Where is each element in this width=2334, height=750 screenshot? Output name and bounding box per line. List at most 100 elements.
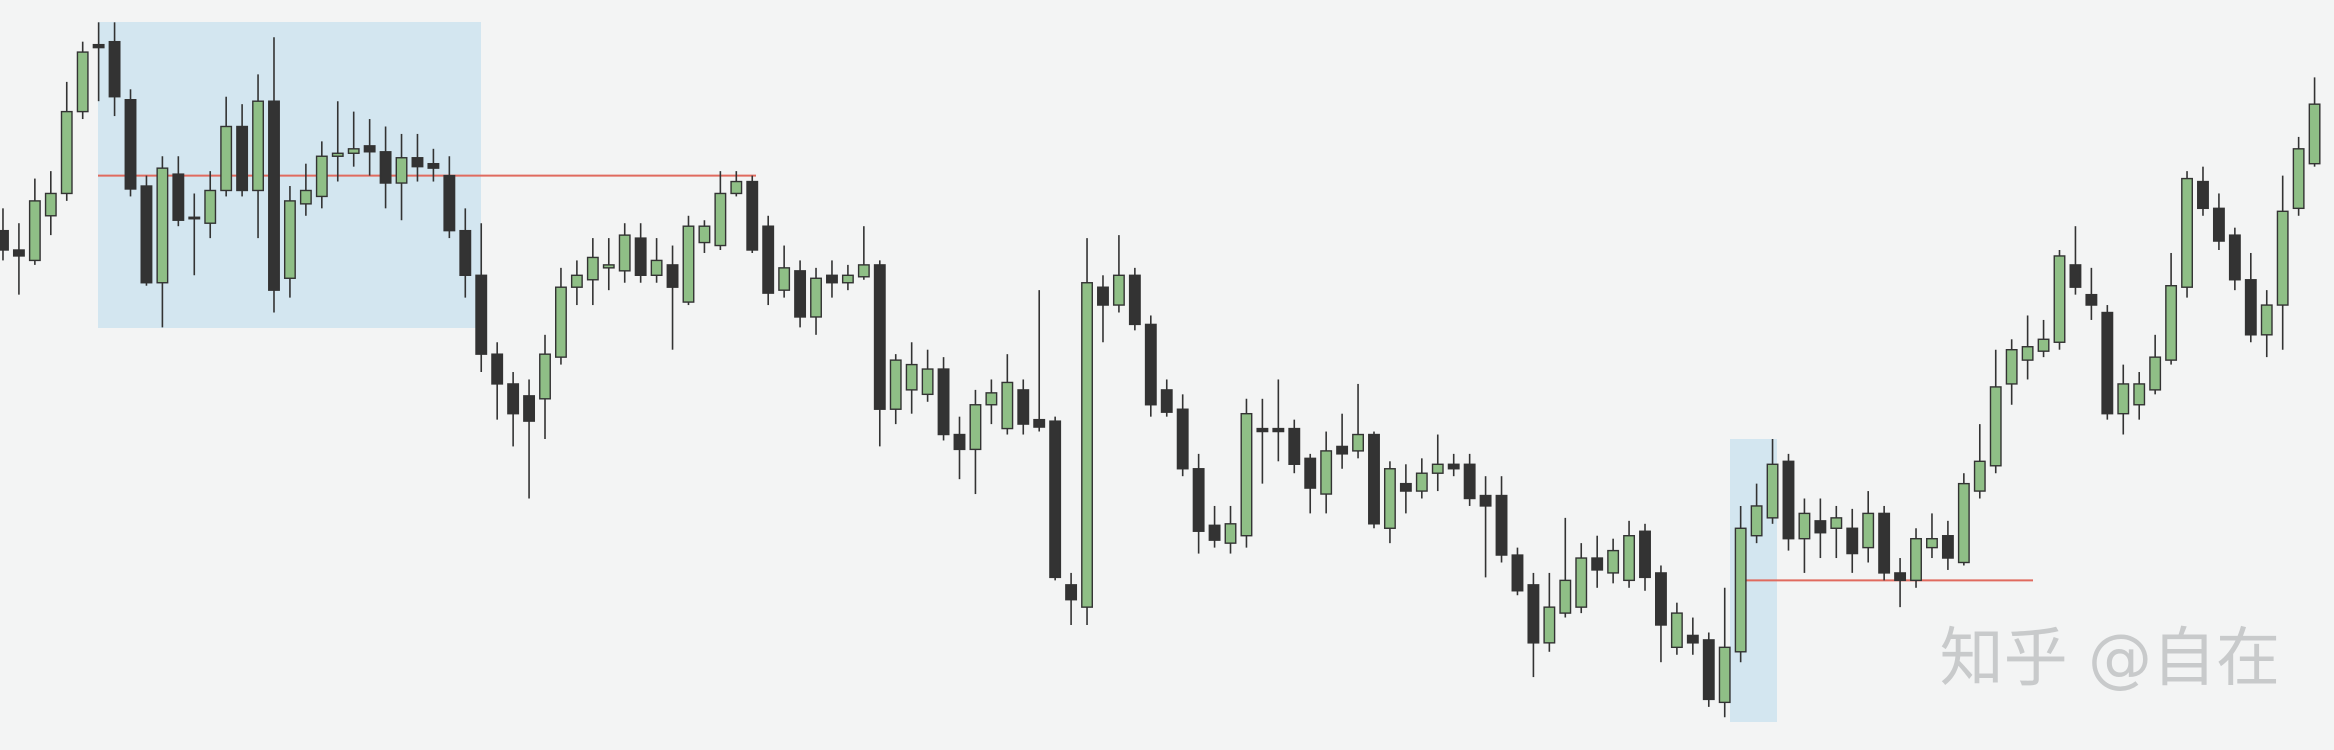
candle-body	[1304, 457, 1317, 489]
candle-body	[873, 264, 886, 410]
candle-body	[730, 180, 743, 195]
candle-body	[1862, 512, 1875, 549]
candle-body	[2149, 356, 2162, 391]
candle-body	[2292, 148, 2305, 210]
candle-body	[1431, 463, 1444, 474]
candle-body	[108, 40, 121, 98]
candle-body	[826, 274, 838, 284]
candle-body	[1160, 389, 1173, 413]
candle-body	[2181, 177, 2193, 288]
candle-body	[1352, 433, 1365, 452]
candle-body	[1670, 612, 1683, 649]
candle-body	[841, 274, 854, 284]
candle-body	[714, 192, 727, 247]
candle-body	[2197, 180, 2209, 210]
candle-body	[1639, 530, 1651, 579]
candle-body	[554, 286, 567, 358]
candle-body	[411, 157, 424, 168]
candle-body	[459, 229, 472, 276]
candle-body	[666, 264, 679, 288]
candle-body	[618, 234, 631, 272]
candle-body	[1176, 408, 1189, 470]
candle-body	[1256, 427, 1269, 433]
candle-body	[857, 264, 870, 278]
candle-body	[1750, 505, 1763, 537]
candle-body	[1495, 494, 1508, 556]
candle-body	[2021, 346, 2034, 361]
candle-body	[1511, 554, 1524, 592]
candle-body	[92, 43, 105, 49]
candle-body	[810, 277, 822, 318]
candle-body	[76, 51, 89, 113]
candle-body	[2276, 210, 2289, 306]
candle-body	[2133, 383, 2146, 406]
candle-body	[2165, 285, 2178, 361]
candle-body	[172, 173, 185, 221]
candle-body	[2037, 338, 2050, 352]
candle-body	[1878, 512, 1891, 574]
candle-body	[762, 225, 775, 294]
candle-body	[905, 363, 918, 391]
candle-body	[1081, 282, 1093, 608]
candle-body	[0, 229, 9, 251]
candle-body	[1910, 537, 1922, 582]
candle-body	[1782, 460, 1795, 540]
candle-body	[236, 125, 249, 192]
candle-body	[156, 167, 169, 284]
candle-body	[794, 270, 807, 318]
candle-body	[1447, 463, 1460, 470]
candle-body	[331, 152, 344, 157]
levels	[98, 174, 2033, 582]
candle-body	[2085, 293, 2098, 306]
candle-body	[953, 433, 966, 451]
candle-body	[2117, 383, 2130, 415]
candle-body	[1272, 427, 1285, 433]
candle-body	[1814, 520, 1827, 534]
candle-body	[1973, 460, 1986, 492]
candle-body	[1718, 646, 1731, 704]
candle-body	[1607, 549, 1620, 574]
candle-body	[1623, 535, 1636, 582]
candle-body	[1128, 274, 1141, 326]
candle-body	[443, 174, 456, 232]
candles	[0, 22, 2321, 718]
candle-body	[1702, 639, 1715, 701]
candle-body	[1894, 572, 1907, 582]
candle-body	[1734, 527, 1747, 653]
candle-body	[1336, 445, 1349, 455]
candle-body	[379, 151, 392, 184]
candle-body	[2308, 103, 2321, 165]
candle-body	[1240, 412, 1253, 537]
candle-body	[1527, 584, 1540, 644]
candle-body	[1559, 579, 1572, 614]
candle-body	[2101, 311, 2114, 415]
candle-body	[1399, 482, 1412, 492]
candle-body	[1926, 537, 1938, 549]
candle-body	[283, 200, 296, 279]
candle-body	[315, 155, 328, 198]
candle-body	[2260, 304, 2273, 336]
candle-body	[921, 368, 934, 396]
candle-body	[586, 256, 599, 281]
candle-body	[1368, 433, 1380, 525]
candle-body	[1383, 468, 1396, 529]
candle-body	[985, 392, 998, 406]
candle-body	[523, 395, 536, 422]
candle-body	[698, 225, 711, 244]
candle-body	[1941, 535, 1954, 559]
candle-body	[204, 189, 217, 224]
candle-body	[602, 264, 615, 269]
candle-body	[889, 359, 902, 410]
candle-body	[1112, 274, 1125, 306]
candle-body	[969, 404, 982, 451]
candle-body	[475, 274, 488, 355]
candle-body	[220, 125, 233, 192]
candle-body	[650, 259, 663, 276]
candle-body	[1192, 468, 1205, 532]
candle-body	[570, 274, 583, 288]
candle-body	[491, 353, 504, 385]
candle-body	[937, 368, 950, 436]
candle-body	[634, 237, 647, 276]
candle-body	[1463, 463, 1476, 500]
